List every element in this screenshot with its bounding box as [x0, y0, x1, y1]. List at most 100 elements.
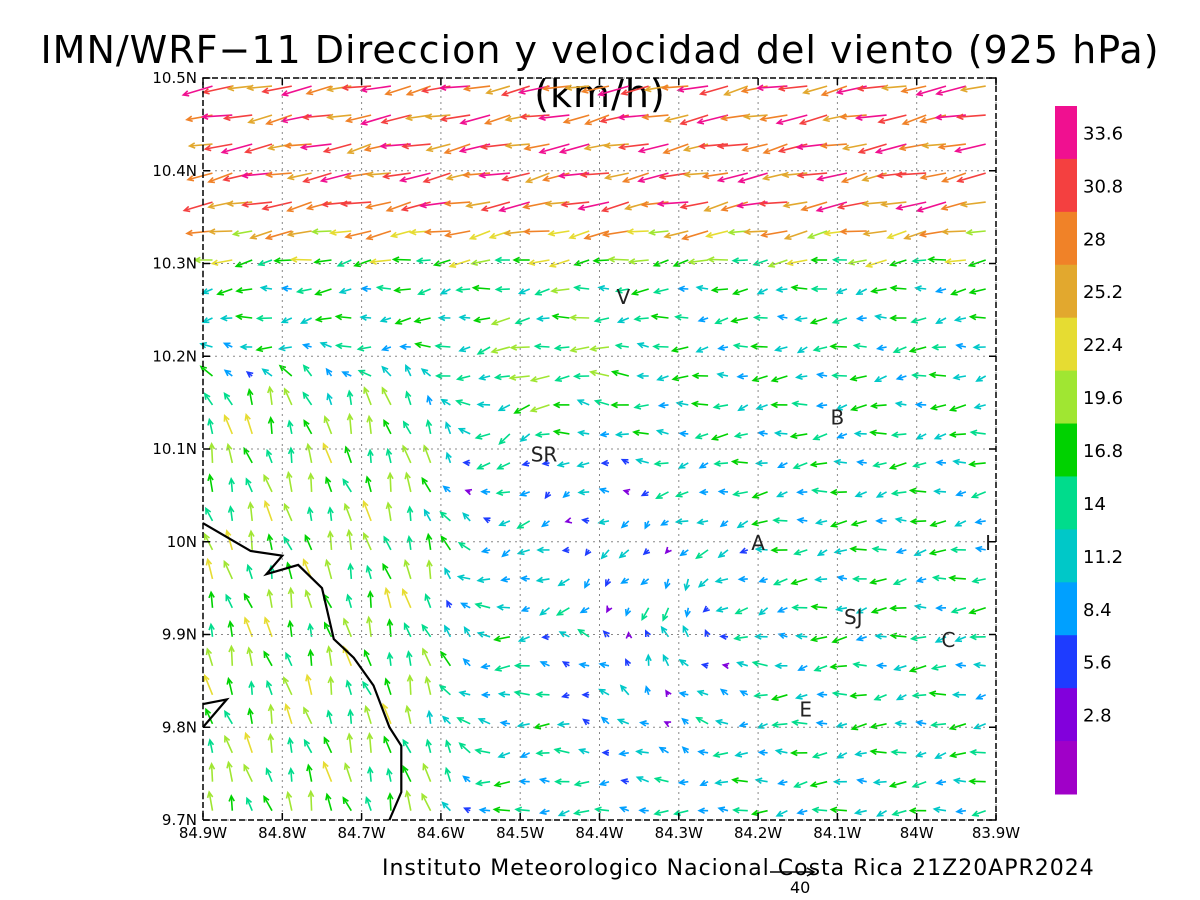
wind-arrow — [733, 432, 748, 439]
wind-arrow — [954, 520, 967, 527]
wind-arrow — [638, 807, 649, 814]
wind-arrow — [287, 736, 294, 753]
wind-arrow — [908, 346, 927, 354]
wind-arrow — [556, 461, 570, 468]
wind-arrow — [572, 372, 590, 380]
wind-arrow — [347, 708, 354, 724]
wind-arrow — [737, 404, 749, 412]
wind-arrow — [703, 201, 729, 212]
wind-arrow — [935, 317, 947, 324]
wind-arrow — [460, 602, 471, 609]
wind-arrow — [959, 85, 986, 93]
wind-arrow — [514, 317, 530, 325]
wind-arrow — [523, 143, 550, 152]
wind-arrow — [677, 778, 689, 786]
wind-arrow — [636, 372, 649, 380]
wind-arrow — [809, 317, 828, 325]
wind-arrow — [851, 575, 867, 583]
wind-arrow — [770, 401, 788, 409]
wind-arrow — [584, 114, 610, 126]
wind-arrow — [363, 143, 392, 152]
wind-arrow — [200, 113, 233, 120]
wind-arrow — [535, 576, 550, 584]
wind-arrow — [663, 721, 672, 728]
wind-arrow — [862, 230, 887, 237]
wind-arrow — [365, 475, 372, 493]
wind-arrow — [731, 257, 748, 264]
wind-arrow — [302, 391, 313, 406]
wind-arrow — [324, 558, 333, 580]
wind-arrow — [948, 723, 967, 731]
wind-arrow — [948, 751, 967, 759]
wind-arrow — [551, 313, 570, 320]
wind-arrow — [690, 400, 709, 408]
wind-arrow — [712, 403, 729, 410]
wind-arrow — [541, 520, 550, 528]
wind-arrow — [880, 200, 907, 208]
wind-arrow — [890, 489, 907, 497]
wind-arrow — [814, 518, 828, 526]
wind-arrow — [888, 462, 907, 470]
wind-arrow — [895, 374, 907, 381]
wind-arrow — [205, 506, 214, 522]
wind-arrow — [443, 143, 471, 155]
wind-arrow — [247, 501, 255, 521]
wind-arrow — [782, 201, 808, 209]
wind-arrow — [255, 314, 273, 322]
wind-arrow — [599, 431, 610, 438]
wind-arrow — [620, 778, 629, 785]
wind-arrow — [245, 370, 254, 378]
wind-arrow — [263, 473, 273, 493]
wind-arrow — [697, 807, 709, 815]
wind-arrow — [322, 143, 352, 154]
wind-arrow — [494, 285, 510, 293]
wind-arrow — [854, 750, 867, 757]
wind-arrow — [342, 796, 352, 812]
wind-arrow — [306, 506, 314, 522]
wind-arrow — [422, 762, 432, 782]
wind-arrow — [459, 114, 491, 126]
wind-arrow — [578, 661, 590, 669]
wind-arrow — [494, 665, 511, 672]
wind-arrow — [972, 343, 986, 351]
wind-arrow — [380, 114, 411, 125]
wind-arrow — [875, 517, 887, 525]
wind-arrow — [610, 369, 630, 377]
wind-arrow — [937, 143, 966, 151]
wind-arrow — [775, 809, 788, 817]
wind-arrow — [598, 661, 610, 669]
wind-arrow — [584, 548, 592, 557]
wind-arrow — [439, 288, 451, 295]
wind-arrow — [366, 765, 374, 782]
wind-arrow — [366, 615, 373, 637]
wind-arrow — [470, 259, 491, 266]
wind-arrow — [874, 143, 907, 155]
wind-arrow — [513, 662, 530, 670]
wind-arrow — [890, 431, 907, 439]
wind-arrow — [280, 285, 292, 292]
wind-arrow — [386, 767, 393, 782]
wind-arrow — [405, 363, 412, 377]
wind-arrow — [761, 172, 788, 181]
wind-arrow — [890, 748, 907, 756]
wind-arrow — [909, 634, 927, 642]
wind-arrow — [500, 85, 530, 97]
wind-arrow — [259, 285, 273, 292]
wind-arrow — [401, 588, 412, 609]
wind-arrow — [796, 808, 808, 816]
wind-arrow — [620, 577, 630, 584]
wind-arrow — [283, 676, 293, 696]
wind-arrow — [248, 529, 255, 550]
wind-arrow — [227, 505, 235, 522]
wind-arrow — [328, 229, 352, 236]
wind-arrow — [561, 692, 570, 699]
wind-arrow — [583, 230, 610, 240]
wind-arrow — [638, 720, 649, 727]
wind-arrow — [875, 662, 887, 670]
wind-arrow — [375, 284, 391, 292]
wind-arrow — [741, 143, 768, 153]
wind-arrow — [437, 314, 451, 322]
wind-arrow — [618, 806, 630, 813]
wind-arrow — [657, 401, 669, 409]
wind-arrow — [522, 201, 550, 210]
